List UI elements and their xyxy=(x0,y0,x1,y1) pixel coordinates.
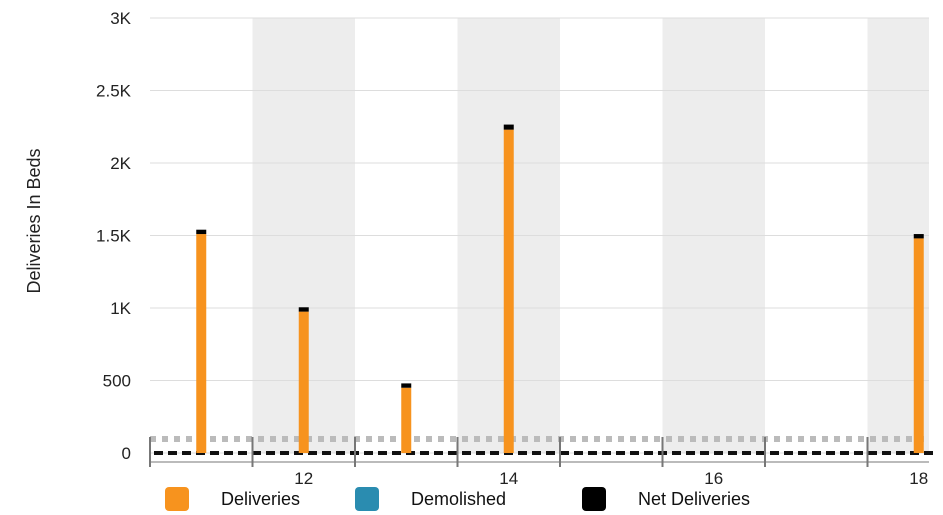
y-tick-label: 2.5K xyxy=(96,82,132,101)
legend: Deliveries Demolished Net Deliveries xyxy=(165,487,750,511)
zero-bar xyxy=(294,451,303,455)
zero-bar xyxy=(616,451,625,455)
zero-bar xyxy=(546,451,555,455)
zero-bar xyxy=(252,451,261,455)
zero-bar xyxy=(588,451,597,455)
zero-bar xyxy=(420,451,429,455)
deliveries-bar xyxy=(401,387,412,453)
legend-swatch xyxy=(355,487,379,511)
zero-bar xyxy=(602,451,611,455)
zero-bar xyxy=(518,451,527,455)
zero-bar xyxy=(210,451,219,455)
zero-bar xyxy=(854,451,863,455)
x-tick-label: 14 xyxy=(499,469,518,488)
deliveries-bar xyxy=(503,129,514,453)
legend-label: Net Deliveries xyxy=(638,489,750,509)
zero-bar xyxy=(336,451,345,455)
zero-bar xyxy=(322,451,331,455)
zero-bar xyxy=(812,451,821,455)
x-tick-label: 16 xyxy=(704,469,723,488)
deliveries-bar xyxy=(196,234,207,453)
zero-bar xyxy=(840,451,849,455)
zero-bar xyxy=(868,451,877,455)
zero-bar xyxy=(924,451,933,455)
zero-bar xyxy=(448,451,457,455)
zero-bar xyxy=(168,451,177,455)
zero-bar xyxy=(700,451,709,455)
zero-bar xyxy=(714,451,723,455)
zero-bar xyxy=(364,451,373,455)
zero-bar xyxy=(742,451,751,455)
zero-bar xyxy=(882,451,891,455)
net-deliveries-bar xyxy=(196,229,207,235)
zero-bar xyxy=(154,451,163,455)
legend-swatch xyxy=(165,487,189,511)
zero-bar xyxy=(756,451,765,455)
deliveries-bar xyxy=(913,238,924,453)
zero-bar xyxy=(784,451,793,455)
x-tick-label: 12 xyxy=(294,469,313,488)
net-deliveries-bar xyxy=(401,383,412,388)
x-tick-labels: 12141618202224 xyxy=(294,469,928,488)
zero-bar xyxy=(490,451,499,455)
zero-bar xyxy=(798,451,807,455)
y-tick-labels: 0 500 1K 1.5K 2K 2.5K 3K xyxy=(96,9,132,463)
zero-bar xyxy=(224,451,233,455)
y-tick-label: 1.5K xyxy=(96,227,132,246)
zero-bar xyxy=(630,451,639,455)
zero-bar xyxy=(182,451,191,455)
deliveries-bar xyxy=(298,311,309,453)
zero-bar xyxy=(532,451,541,455)
y-tick-label: 2K xyxy=(110,154,131,173)
y-tick-label: 500 xyxy=(103,372,131,391)
zero-bar xyxy=(644,451,653,455)
zero-bar xyxy=(378,451,387,455)
zero-bar xyxy=(574,451,583,455)
zero-bar xyxy=(308,451,317,455)
y-tick-label: 1K xyxy=(110,299,131,318)
zero-bar xyxy=(280,451,289,455)
zero-bar xyxy=(560,451,569,455)
zero-bar xyxy=(462,451,471,455)
zero-bar xyxy=(728,451,737,455)
zero-bar xyxy=(826,451,835,455)
net-deliveries-bar xyxy=(298,307,309,312)
legend-label: Deliveries xyxy=(221,489,300,509)
legend-swatch xyxy=(582,487,606,511)
net-deliveries-bar xyxy=(503,124,514,130)
zero-bar xyxy=(434,451,443,455)
y-axis-title: Deliveries In Beds xyxy=(24,148,44,293)
zero-bar xyxy=(392,451,401,455)
y-tick-label: 3K xyxy=(110,9,131,28)
zero-bar xyxy=(896,451,905,455)
zero-bar xyxy=(238,451,247,455)
zero-bar xyxy=(672,451,681,455)
x-tick-label: 18 xyxy=(909,469,928,488)
zero-bar xyxy=(476,451,485,455)
bars xyxy=(196,124,924,453)
y-tick-label: 0 xyxy=(122,444,131,463)
legend-label: Demolished xyxy=(411,489,506,509)
net-deliveries-bar xyxy=(913,234,924,239)
zero-bar xyxy=(266,451,275,455)
zero-bar xyxy=(770,451,779,455)
zero-bar xyxy=(686,451,695,455)
